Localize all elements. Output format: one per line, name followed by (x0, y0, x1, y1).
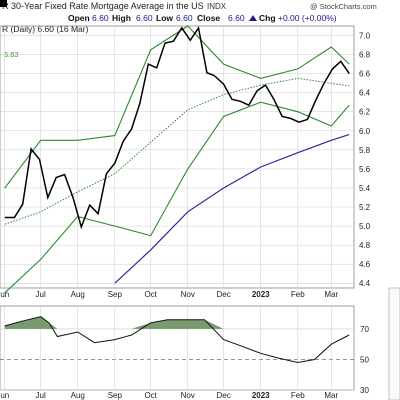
indicator-area (4, 316, 350, 364)
watermark: @ StockCharts.com (310, 2, 377, 11)
indicator-overbought-fill (4, 316, 350, 329)
open-value: 6.60 (92, 13, 109, 23)
indicator-y-axis: 30 50 70 (360, 325, 369, 395)
indicator-x-tick-label: 2023 (252, 391, 270, 400)
price-line (4, 25, 350, 230)
indicator-panel-frame (0, 305, 355, 391)
price-x-tick-label: un (0, 290, 9, 299)
indicator-y-tick-label: 70 (360, 325, 369, 334)
price-x-tick-label: Sep (108, 290, 123, 299)
price-x-tick-label: Oct (144, 290, 157, 299)
price-y-tick-label: 4.4 (359, 279, 371, 288)
price-y-tick-label: 5.0 (359, 222, 371, 231)
price-y-tick-label: 6.0 (359, 127, 371, 136)
indicator-x-tick-label: Jul (36, 391, 46, 400)
price-y-tick-label: 7.0 (359, 32, 371, 41)
price-panel-frame (0, 25, 355, 289)
moving-average-long-line (114, 134, 350, 284)
indicator-x-axis: un Jul Aug Sep Oct Nov Dec 2023 Feb Mar (0, 391, 338, 400)
indicator-x-tick-label: Aug (71, 391, 85, 400)
indicator-panel: 30 50 70 un Jul Aug Sep Oct Nov Dec 2023 Feb Mar (0, 305, 369, 400)
high-value: 6.60 (136, 13, 153, 23)
indicator-x-tick-label: Nov (181, 391, 195, 400)
chart-header: R 30-Year Fixed Rate Mortgage Average in… (0, 0, 377, 11)
price-x-tick-label: Feb (291, 290, 305, 299)
exchange-label: INDX (207, 2, 227, 11)
quote-bar: Open 6.60 High 6.60 Low 6.60 Close 6.60 … (68, 13, 337, 23)
high-label: High (112, 13, 131, 23)
price-y-tick-label: 5.2 (359, 203, 371, 212)
indicator-x-tick-label: Mar (324, 391, 338, 400)
indicator-x-tick-label: Sep (108, 391, 123, 400)
price-y-tick-label: 5.8 (359, 146, 371, 155)
price-x-axis: un Jul Aug Sep Oct Nov Dec 2023 Feb Mar (0, 290, 338, 299)
symbol-marker (0, 0, 7, 7)
close-label: Close (197, 13, 220, 23)
price-y-axis: 4.4 4.6 4.8 5.0 5.2 5.4 5.6 5.8 6.0 6.2 6.4 6.6 6.8 7… (359, 32, 371, 289)
side-panel-edge (388, 287, 400, 400)
open-label: Open (68, 13, 90, 23)
low-value: 6.60 (176, 13, 193, 23)
indicator-line (4, 316, 350, 364)
price-x-tick-label: Nov (181, 290, 195, 299)
chart-title: R 30-Year Fixed Rate Mortgage Average in… (2, 1, 204, 11)
price-legend: R (Daily) 6.60 (16 Mar) (2, 24, 89, 34)
indicator-y-tick-label: 30 (360, 386, 369, 395)
chg-value: +0.00 (+0.00%) (278, 13, 337, 23)
price-x-tick-label: Dec (217, 290, 231, 299)
indicator-x-tick-label: Oct (144, 391, 157, 400)
indicator-grid (0, 306, 354, 391)
chg-label: Chg (259, 13, 276, 23)
indicator-x-tick-label: un (0, 391, 9, 400)
price-panel: 4.4 4.6 4.8 5.0 5.2 5.4 5.6 5.8 6.0 6.2 6.4 6.6 6.8 7… (0, 25, 371, 299)
price-lines (4, 25, 350, 294)
price-y-tick-label: 6.8 (359, 51, 371, 60)
price-x-tick-label: Aug (71, 290, 85, 299)
low-label: Low (156, 13, 173, 23)
price-x-tick-label: Mar (324, 290, 338, 299)
moving-average-short-line (4, 77, 350, 225)
up-triangle-icon (249, 15, 257, 21)
price-y-tick-label: 5.6 (359, 165, 371, 174)
price-x-tick-label: Jul (36, 290, 46, 299)
close-value: 6.60 (228, 13, 245, 23)
indicator-y-tick-label: 50 (360, 355, 369, 364)
price-y-tick-label: 6.4 (359, 89, 371, 98)
price-y-tick-label: 4.8 (359, 241, 371, 250)
price-y-tick-label: 5.4 (359, 184, 371, 193)
price-x-tick-label: 2023 (252, 290, 270, 299)
indicator-x-tick-label: Dec (217, 391, 231, 400)
price-y-tick-label: 6.6 (359, 70, 371, 79)
bollinger-upper-line (4, 25, 350, 189)
indicator-x-tick-label: Feb (291, 391, 305, 400)
price-y-tick-label: 4.6 (359, 260, 371, 269)
price-grid (0, 26, 354, 288)
price-y-tick-label: 6.2 (359, 108, 371, 117)
